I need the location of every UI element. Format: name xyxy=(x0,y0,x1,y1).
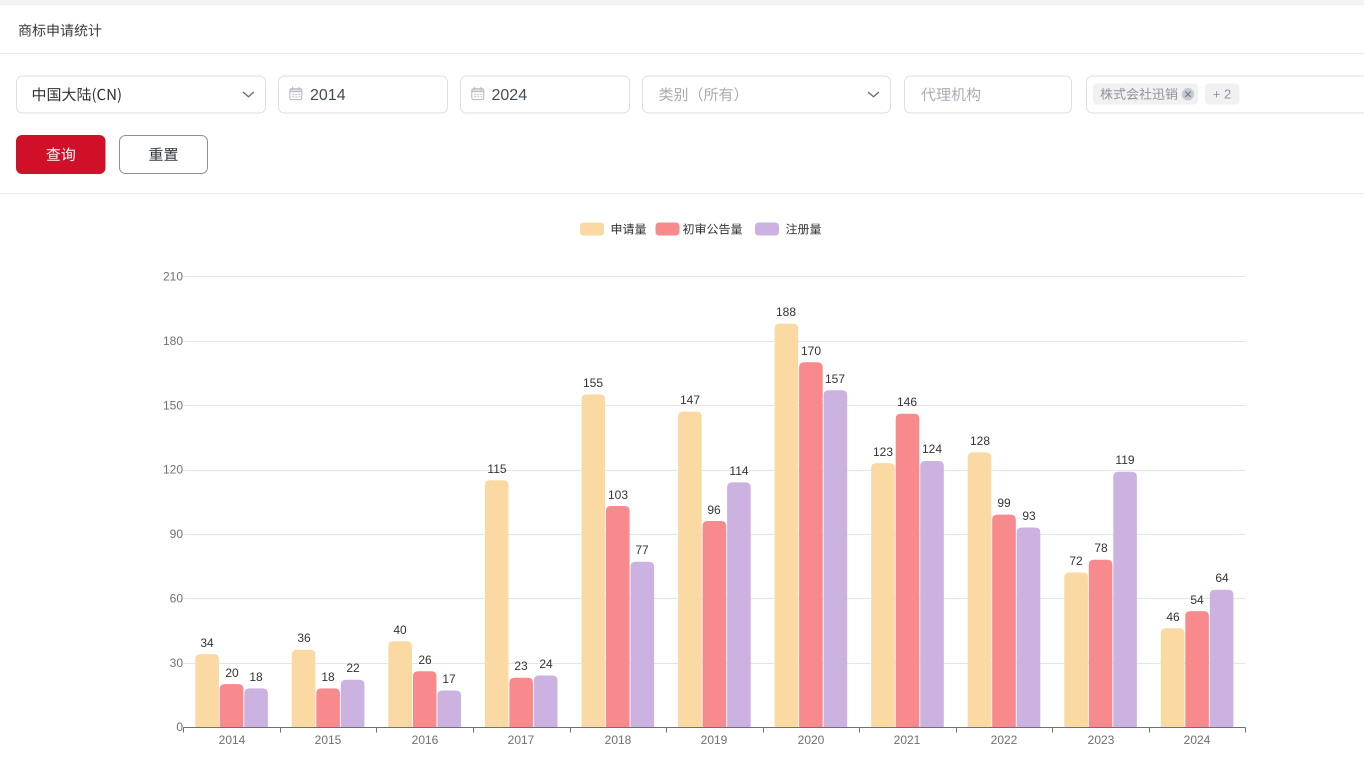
svg-text:22: 22 xyxy=(346,661,360,675)
svg-text:64: 64 xyxy=(1215,571,1229,585)
svg-text:40: 40 xyxy=(393,623,407,637)
svg-text:34: 34 xyxy=(200,636,214,650)
svg-text:2016: 2016 xyxy=(412,733,439,747)
svg-text:115: 115 xyxy=(487,462,506,476)
svg-text:36: 36 xyxy=(297,631,311,645)
svg-text:17: 17 xyxy=(442,672,456,686)
svg-text:99: 99 xyxy=(997,496,1011,510)
svg-text:2021: 2021 xyxy=(894,733,921,747)
svg-text:2017: 2017 xyxy=(508,733,535,747)
svg-text:2020: 2020 xyxy=(798,733,825,747)
svg-text:54: 54 xyxy=(1190,593,1204,607)
svg-text:2014: 2014 xyxy=(219,733,246,747)
svg-text:210: 210 xyxy=(163,270,183,284)
svg-text:128: 128 xyxy=(970,434,990,448)
svg-text:78: 78 xyxy=(1094,541,1108,555)
svg-text:2023: 2023 xyxy=(1088,733,1115,747)
svg-text:+ 2: + 2 xyxy=(1213,87,1231,102)
svg-text:2022: 2022 xyxy=(991,733,1018,747)
svg-text:90: 90 xyxy=(170,527,184,541)
svg-text:96: 96 xyxy=(707,503,721,517)
svg-text:2014: 2014 xyxy=(310,87,346,104)
svg-text:2015: 2015 xyxy=(315,733,342,747)
svg-text:180: 180 xyxy=(163,334,183,348)
svg-text:2019: 2019 xyxy=(701,733,728,747)
svg-text:155: 155 xyxy=(583,376,603,390)
svg-text:124: 124 xyxy=(922,442,942,456)
svg-text:93: 93 xyxy=(1022,509,1036,523)
svg-text:188: 188 xyxy=(776,305,796,319)
svg-text:123: 123 xyxy=(873,445,893,459)
svg-text:150: 150 xyxy=(163,398,183,412)
svg-text:2024: 2024 xyxy=(492,87,528,104)
svg-text:119: 119 xyxy=(1115,453,1134,467)
svg-text:23: 23 xyxy=(514,659,528,673)
svg-text:157: 157 xyxy=(825,372,845,386)
svg-text:30: 30 xyxy=(170,656,184,670)
svg-text:46: 46 xyxy=(1166,610,1180,624)
svg-text:170: 170 xyxy=(801,344,821,358)
svg-text:103: 103 xyxy=(608,488,628,502)
svg-text:20: 20 xyxy=(225,666,239,680)
svg-text:120: 120 xyxy=(163,463,183,477)
svg-text:24: 24 xyxy=(539,657,553,671)
svg-text:0: 0 xyxy=(176,720,183,734)
svg-text:114: 114 xyxy=(729,464,748,478)
svg-text:146: 146 xyxy=(897,395,917,409)
svg-text:60: 60 xyxy=(170,591,184,605)
svg-text:2024: 2024 xyxy=(1184,733,1211,747)
svg-text:18: 18 xyxy=(321,670,335,684)
svg-text:147: 147 xyxy=(680,393,700,407)
svg-text:77: 77 xyxy=(635,543,649,557)
svg-text:26: 26 xyxy=(418,653,432,667)
svg-text:72: 72 xyxy=(1069,554,1083,568)
svg-text:18: 18 xyxy=(249,670,263,684)
svg-text:2018: 2018 xyxy=(605,733,632,747)
